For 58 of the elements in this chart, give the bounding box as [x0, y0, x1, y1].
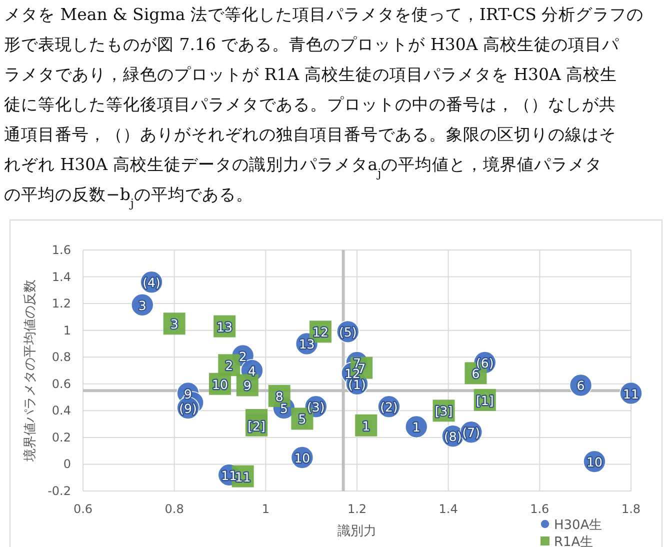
- y-tick-label: 0: [63, 457, 71, 472]
- y-tick-label: 0.4: [52, 404, 71, 418]
- y-tick-label: 0.2: [52, 430, 71, 444]
- annotation: 通項目番号，（）ありがそれぞれの独自項目番号である。象限の区切りの線はそ: [4, 125, 616, 144]
- annotation: 13: [298, 336, 315, 352]
- y-tick-label: 1.6: [52, 243, 71, 257]
- y-tick-label: 0.8: [52, 350, 71, 364]
- annotation: (8): [444, 429, 462, 444]
- x-tick-label: 0.8: [164, 502, 184, 516]
- annotation: 10: [294, 450, 310, 466]
- y-tick-label: 1: [63, 323, 71, 338]
- annotation: [1]: [476, 392, 494, 408]
- annotation: (2): [380, 400, 398, 415]
- x-tick-label: 0.6: [73, 502, 93, 516]
- annotation: 11: [234, 469, 251, 484]
- annotation: ラメタであり，緑色のプロットが R1A 高校生徒の項目パラメタを H30A 高校生: [4, 65, 618, 84]
- x-tick-label: 1.2: [347, 502, 367, 516]
- annotation: (9): [179, 400, 197, 416]
- annotation: 3: [170, 316, 178, 332]
- y-tick-label: 1.2: [52, 296, 71, 311]
- legend-label: H30A生: [554, 518, 602, 533]
- annotation: (4): [142, 275, 160, 290]
- x-tick-label: 1.4: [438, 502, 458, 516]
- annotation: 9: [243, 378, 252, 394]
- annotation: 1: [412, 420, 420, 435]
- legend-label: R1A生: [554, 535, 594, 547]
- annotation: (7): [462, 425, 480, 440]
- annotation: 徒に等化した等化後項目パラメタである。プロットの中の番号は，（）なしが共: [4, 95, 616, 114]
- annotation: メタを Mean & Sigma 法で等化した項目パラメタを使って，IRT-CS 分析グラフの: [4, 5, 644, 24]
- annotation: 5: [298, 412, 306, 427]
- annotation: れぞれ H30A 高校生徒データの識別力パラメタa$_{j}$の平均値と，境界値パラメタ: [4, 155, 602, 180]
- x-tick-label: 1.8: [621, 502, 641, 516]
- annotation: 2: [238, 348, 247, 364]
- annotation: 3: [138, 298, 146, 313]
- y-axis-title: 境界値パラメタの平均値の反数: [22, 280, 38, 462]
- annotation: 形で表現したものが図 7.16 である。青色のプロットが H30A 高校生徒の項目パ: [4, 35, 620, 54]
- annotation: [3]: [434, 404, 453, 419]
- annotation: 12: [312, 324, 328, 340]
- annotation: 1: [362, 418, 370, 434]
- annotation: (3): [307, 400, 325, 415]
- y-tick-label: 1.4: [52, 270, 71, 284]
- annotation: 10: [586, 454, 602, 470]
- annotation: 4: [248, 364, 256, 378]
- x-axis-title: 識別力: [338, 524, 376, 539]
- x-tick-label: 1: [262, 502, 270, 516]
- annotation: の平均の反数−b$_{j}$の平均である。: [4, 185, 253, 210]
- x-tick-label: 1.6: [530, 502, 550, 516]
- annotation: (1): [348, 376, 366, 392]
- y-tick-label: -0.2: [48, 484, 71, 498]
- y-tick-label: 0.6: [52, 376, 71, 391]
- annotation: 11: [623, 386, 639, 402]
- annotation: 8: [275, 388, 284, 404]
- annotation: [2]: [248, 418, 266, 434]
- annotation: 13: [216, 319, 233, 334]
- annotation: (5): [339, 324, 357, 340]
- annotation: 6: [576, 378, 585, 394]
- annotation: 10: [212, 376, 228, 392]
- annotation: 2: [225, 358, 234, 374]
